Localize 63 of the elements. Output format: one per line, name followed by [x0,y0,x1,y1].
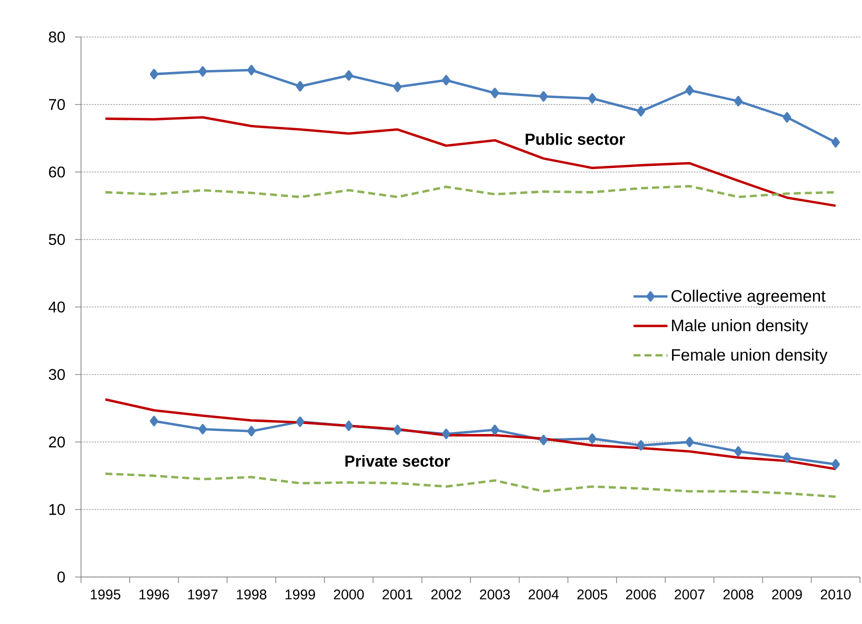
point [247,426,256,436]
point [393,82,402,92]
annotation: Public sector [526,133,625,145]
legend-label: Female union density [672,348,828,364]
x-tick-label: 2006 [626,590,656,600]
point [150,416,158,426]
point [490,424,500,436]
point [588,433,596,444]
point [490,88,500,98]
x-tick-label: 2009 [772,590,802,600]
point [734,446,742,457]
point [734,96,742,106]
point [636,440,646,451]
x-tick-label: 2008 [723,590,754,600]
y-tick-label: 20 [49,436,65,448]
x-tick-label: 2002 [431,590,462,600]
x-tick-label: 2010 [820,590,851,600]
x-tick-label: 1998 [236,590,266,600]
y-tick-label: 80 [48,32,65,42]
point [831,459,840,470]
point [198,66,207,77]
point [685,85,694,96]
x-tick-label: 2000 [334,590,364,600]
line-series [104,184,837,198]
x-tick-label: 2001 [382,590,412,600]
point [344,420,353,431]
point [296,81,304,92]
point [831,137,840,148]
point [198,424,207,434]
point [539,434,548,446]
x-tick-label: 1996 [140,590,169,600]
x-tick-label: 1995 [90,590,120,600]
point [685,436,694,448]
point [782,452,792,463]
point [393,424,402,436]
annotation: Private sector [345,455,450,467]
line-series [104,116,837,207]
y-tick-label: 30 [48,369,65,380]
y-tick-label: 70 [49,99,65,110]
point [588,93,596,104]
point [636,106,646,116]
y-tick-label: 40 [48,302,65,312]
point [247,64,256,76]
y-tick-label: 50 [48,234,65,245]
point [296,416,304,427]
point [344,70,353,81]
legend-label: Collective agreement [672,290,826,306]
x-tick-label: 1999 [286,590,315,600]
point [150,68,158,80]
y-tick-label: 10 [49,504,65,515]
x-tick-label: 2005 [577,590,608,600]
x-tick-label: 1997 [188,590,218,600]
x-tick-label: 2003 [480,590,510,600]
legend-label: Male union density [672,319,808,335]
point [782,112,792,123]
point [442,75,450,86]
x-tick-label: 2007 [674,590,704,600]
point [539,91,548,102]
y-tick-label: 0 [57,572,65,582]
line-series [104,472,837,498]
y-tick-label: 60 [49,166,65,178]
point [442,428,450,440]
x-tick-label: 2004 [528,590,559,600]
